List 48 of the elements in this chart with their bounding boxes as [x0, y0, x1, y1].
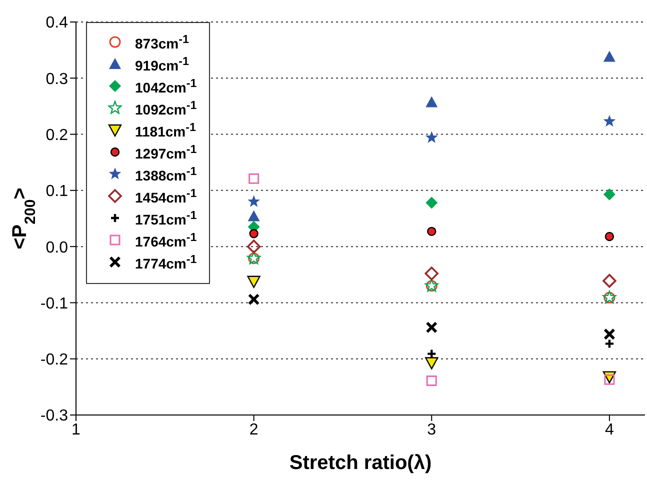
point: [424, 266, 439, 280]
point: [604, 374, 615, 385]
point: [426, 348, 437, 359]
point: [603, 50, 616, 62]
point: [426, 96, 438, 108]
legend-label: 919cm$^{-1}$: [135, 54, 189, 74]
point: [427, 226, 436, 236]
point: [249, 229, 258, 238]
y-tick-label: -0.2: [40, 352, 68, 369]
x-tick-label: 1: [72, 421, 81, 438]
point: [425, 357, 438, 370]
point: [248, 195, 260, 207]
y-tick-label: 0.0: [46, 239, 68, 256]
point: [426, 322, 438, 334]
point: [603, 114, 616, 127]
legend-label: 1774cm$^{-1}$: [135, 252, 197, 272]
legend-label: 1181cm$^{-1}$: [135, 120, 196, 140]
y-tick-label: 0.3: [46, 70, 68, 88]
point: [247, 276, 260, 288]
point: [248, 293, 260, 306]
legend-label: 1042cm$^{-1}$: [135, 76, 197, 96]
point: [246, 240, 261, 254]
point: [604, 338, 615, 349]
y-tick-label: -0.1: [40, 295, 68, 312]
legend-label: 873cm$^{-1}$: [135, 32, 189, 52]
point: [604, 328, 616, 340]
legend-label: 1388cm$^{-1}$: [135, 164, 197, 184]
y-tick-label: -0.3: [40, 408, 68, 425]
legend-label: 1454cm$^{-1}$: [135, 186, 197, 206]
point: [248, 173, 260, 184]
point: [426, 376, 437, 386]
point: [604, 232, 614, 242]
x-tick-label: 4: [604, 421, 614, 438]
point: [602, 274, 616, 288]
legend-label: 1751cm$^{-1}$: [135, 208, 197, 228]
point: [425, 131, 438, 143]
point: [426, 196, 438, 209]
y-tick-label: 0.4: [46, 14, 68, 32]
x-axis-title: Stretch ratio(λ): [289, 452, 432, 474]
legend-label: 1764cm$^{-1}$: [135, 230, 197, 250]
point: [248, 210, 260, 222]
x-tick-label: 3: [427, 421, 436, 438]
point: [603, 188, 616, 200]
x-tick-label: 2: [249, 421, 258, 438]
legend-label: 1092cm$^{-1}$: [135, 98, 197, 118]
y-tick-label: 0.2: [46, 126, 68, 144]
y-tick-label: 0.1: [46, 183, 68, 200]
legend-label: 1297cm$^{-1}$: [135, 142, 197, 162]
